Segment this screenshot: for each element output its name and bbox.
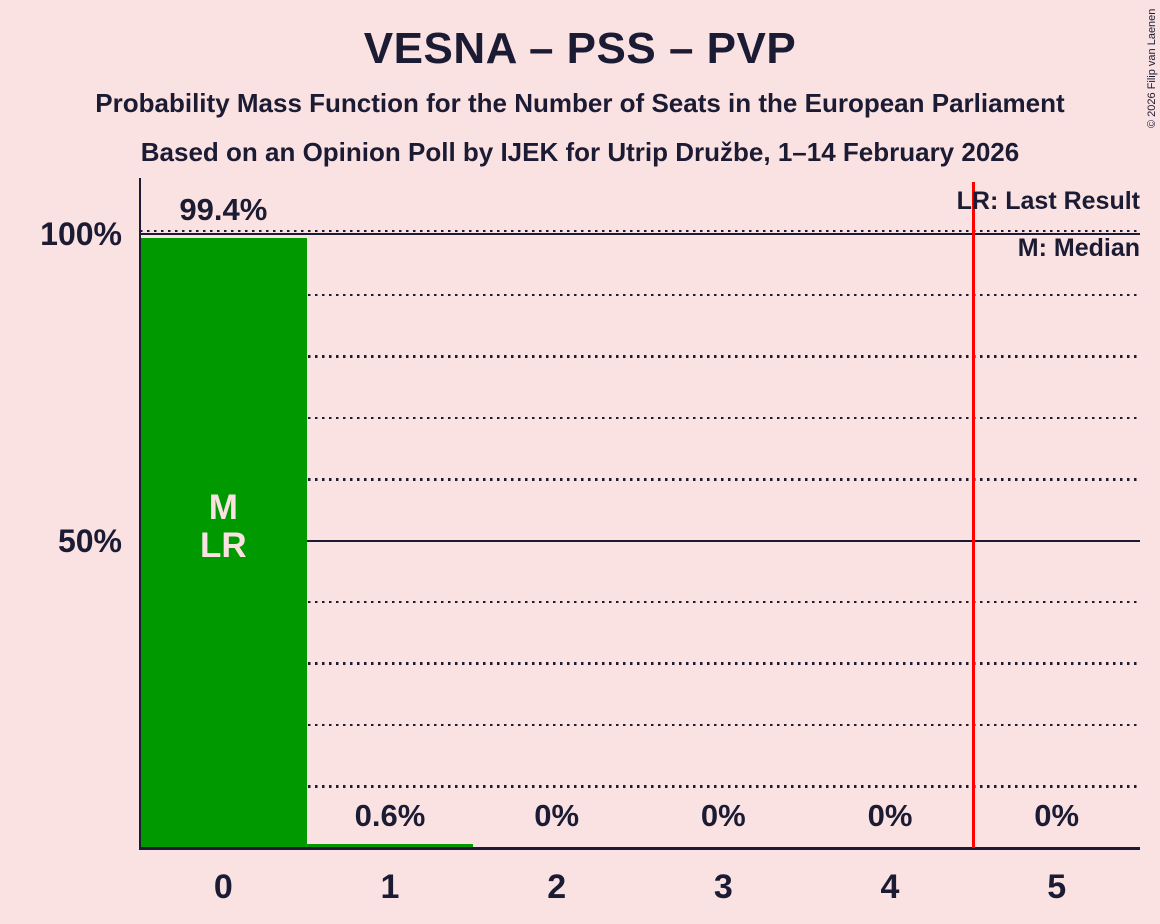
last-result-line xyxy=(971,182,975,848)
chart-subtitle: Probability Mass Function for the Number… xyxy=(95,88,1065,118)
copyright-notice: © 2026 Filip van Laenen xyxy=(1146,8,1158,128)
y-tick-label-100: 100% xyxy=(40,216,122,252)
gridline-dotted-70 xyxy=(140,416,1140,420)
legend-median: M: Median xyxy=(1017,234,1140,262)
annotation-line: LR xyxy=(200,526,247,565)
bar-seats-0 xyxy=(140,237,307,848)
legend-last-result: LR: Last Result xyxy=(956,187,1140,215)
gridline-dotted-10 xyxy=(140,785,1140,788)
gridline-dotted-30 xyxy=(140,662,1140,665)
chart-title: VESNA – PSS – PVP xyxy=(363,24,797,73)
bar-seats-1 xyxy=(306,844,474,848)
x-tick-label-0: 0 xyxy=(213,868,233,906)
gridline-solid-50 xyxy=(140,539,1140,542)
bar-value-label-5: 0% xyxy=(1034,798,1080,833)
gridline-solid-100 xyxy=(140,232,1140,235)
gridline-dotted-20 xyxy=(140,723,1140,727)
y-axis-line xyxy=(138,178,141,848)
bar-value-label-3: 0% xyxy=(700,798,746,833)
gridline-dotted-60 xyxy=(140,478,1140,481)
x-axis-line xyxy=(138,846,1140,850)
gridline-dotted-80 xyxy=(140,355,1140,358)
gridline-dotted-40 xyxy=(140,600,1140,604)
gridline-dotted-100 xyxy=(140,229,1140,232)
y-tick-label-50: 50% xyxy=(57,523,122,559)
bar-value-label-2: 0% xyxy=(534,798,580,833)
x-tick-label-2: 2 xyxy=(547,868,567,906)
x-tick-label-1: 1 xyxy=(380,868,400,906)
gridline-dotted-90 xyxy=(140,293,1140,297)
chart-source-line: Based on an Opinion Poll by IJEK for Utr… xyxy=(140,137,1020,167)
median-last-result-annotation: M LR xyxy=(140,489,307,565)
annotation-line: M xyxy=(208,488,238,527)
bar-value-label-1: 0.6% xyxy=(354,798,426,833)
bar-value-label-4: 0% xyxy=(867,798,913,833)
x-tick-label-3: 3 xyxy=(713,868,733,906)
x-tick-label-5: 5 xyxy=(1047,868,1067,906)
bar-value-label-0: 99.4% xyxy=(179,191,268,227)
x-tick-label-4: 4 xyxy=(880,868,900,906)
